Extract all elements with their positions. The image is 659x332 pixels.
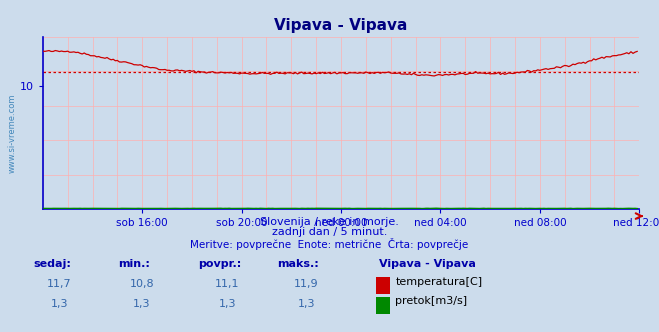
Text: maks.:: maks.: [277,259,318,269]
Text: povpr.:: povpr.: [198,259,241,269]
Text: Slovenija / reke in morje.: Slovenija / reke in morje. [260,217,399,227]
Text: 1,3: 1,3 [133,299,150,309]
Text: Meritve: povprečne  Enote: metrične  Črta: povprečje: Meritve: povprečne Enote: metrične Črta:… [190,238,469,250]
Text: 1,3: 1,3 [51,299,68,309]
Text: 11,1: 11,1 [215,279,240,289]
Text: 10,8: 10,8 [129,279,154,289]
Text: 11,9: 11,9 [294,279,319,289]
Text: www.si-vreme.com: www.si-vreme.com [8,93,17,173]
Text: 1,3: 1,3 [298,299,315,309]
Text: Vipava - Vipava: Vipava - Vipava [379,259,476,269]
Text: sedaj:: sedaj: [33,259,71,269]
Text: min.:: min.: [119,259,150,269]
Text: temperatura[C]: temperatura[C] [395,277,482,287]
Text: 11,7: 11,7 [47,279,72,289]
Title: Vipava - Vipava: Vipava - Vipava [274,18,408,33]
Text: 1,3: 1,3 [219,299,236,309]
Text: zadnji dan / 5 minut.: zadnji dan / 5 minut. [272,227,387,237]
Text: pretok[m3/s]: pretok[m3/s] [395,296,467,306]
